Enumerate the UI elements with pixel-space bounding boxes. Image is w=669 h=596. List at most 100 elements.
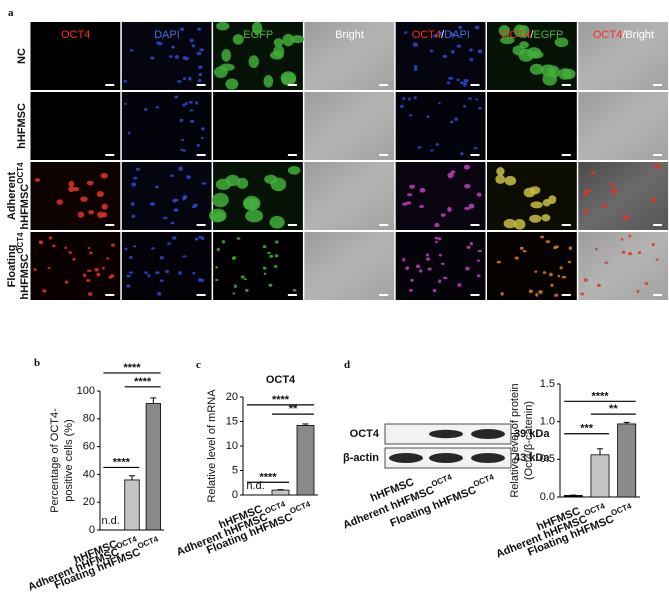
y-tick-label: 20 xyxy=(226,391,238,403)
cell-spot xyxy=(513,24,526,38)
cell-spot xyxy=(469,48,473,52)
cell-spot xyxy=(155,271,160,275)
cell-spot xyxy=(419,187,426,193)
cell-spot xyxy=(128,255,133,260)
cell-spot xyxy=(180,148,184,152)
cell-spot xyxy=(478,107,482,110)
cell-spot xyxy=(274,254,279,258)
cell-spot xyxy=(96,272,101,277)
cell-spot xyxy=(400,104,404,108)
cell-spot xyxy=(269,215,285,229)
blot-lane-label-sup: OCT4 xyxy=(430,472,454,489)
x-tick-label-sup: OCT4 xyxy=(583,501,607,518)
cell-spot xyxy=(628,251,633,256)
cell-spot xyxy=(469,57,474,62)
micrograph xyxy=(121,92,212,160)
micrograph xyxy=(30,92,121,160)
cell-spot xyxy=(197,78,202,83)
cell-spot xyxy=(123,102,128,105)
x-tick-label-sup: OCT4 xyxy=(136,534,160,551)
cell-spot xyxy=(513,219,526,230)
y-tick-label: 0.5 xyxy=(540,453,555,465)
column-label: OCT4/Bright xyxy=(593,29,654,41)
cell-spot xyxy=(273,265,278,269)
column-label-part: DAPI xyxy=(154,29,180,41)
micrograph xyxy=(30,232,121,300)
y-tick-label: 5 xyxy=(232,464,238,476)
cell-spot xyxy=(219,63,235,71)
micrograph xyxy=(121,232,212,300)
cell-spot xyxy=(130,202,135,206)
cell-spot xyxy=(583,208,589,214)
cell-spot xyxy=(188,100,193,104)
cell-spot xyxy=(644,282,649,285)
y-axis-label: (Oct4/β-catenin) xyxy=(523,401,535,480)
cell-spot xyxy=(413,96,417,100)
cell-spot xyxy=(124,247,128,251)
cell-spot xyxy=(651,242,655,247)
cell-spot xyxy=(221,240,226,244)
cell-spot xyxy=(596,283,601,288)
cell-spot xyxy=(460,152,464,156)
row-label: hHFMSCOCT4 xyxy=(16,232,31,300)
cell-spot xyxy=(623,214,630,221)
cell-spot xyxy=(86,180,94,186)
blot-size-label: 43 kDa xyxy=(514,452,550,464)
cell-spot xyxy=(465,266,470,271)
micrograph xyxy=(304,162,395,230)
cell-spot xyxy=(275,240,279,244)
cell-spot xyxy=(528,289,533,294)
cell-spot xyxy=(542,271,547,275)
significance-label: **** xyxy=(272,394,290,406)
cell-spot xyxy=(64,280,69,284)
cell-spot xyxy=(463,164,471,170)
cell-spot xyxy=(426,115,430,119)
x-tick-label-sup: OCT4 xyxy=(610,501,634,518)
cell-spot xyxy=(184,56,189,61)
cell-spot xyxy=(101,212,108,218)
cell-spot xyxy=(262,245,267,249)
cell-spot xyxy=(42,289,47,293)
cell-spot xyxy=(89,251,93,255)
cell-spot xyxy=(197,27,202,31)
cell-spot xyxy=(438,253,442,257)
cell-spot xyxy=(504,175,517,186)
cell-spot xyxy=(184,102,188,106)
cell-spot xyxy=(437,237,442,241)
cell-spot xyxy=(215,278,219,282)
cell-spot xyxy=(418,205,425,209)
cell-spot xyxy=(464,206,471,210)
column-label: EGFP xyxy=(243,29,273,41)
cell-spot xyxy=(178,271,182,275)
cell-spot xyxy=(417,146,422,149)
scale-bar xyxy=(653,294,663,296)
significance-label: **** xyxy=(259,471,277,483)
cell-spot xyxy=(262,266,267,270)
cell-spot xyxy=(500,36,515,45)
cell-spot xyxy=(554,293,559,297)
cell-spot xyxy=(464,184,471,189)
cell-spot xyxy=(474,25,480,30)
cell-spot xyxy=(418,269,423,273)
y-tick-label: 0 xyxy=(89,524,95,536)
cell-spot xyxy=(545,240,551,244)
cell-spot xyxy=(412,42,418,47)
micrograph xyxy=(487,232,577,300)
cell-spot xyxy=(165,270,170,274)
cell-spot xyxy=(126,284,131,288)
cell-spot xyxy=(47,266,51,269)
cell-spot xyxy=(172,236,177,240)
cell-spot xyxy=(159,256,165,260)
cell-spot xyxy=(463,79,469,83)
cell-spot xyxy=(215,265,218,269)
cell-spot xyxy=(111,243,115,247)
cell-spot xyxy=(498,25,510,37)
cell-spot xyxy=(171,45,175,49)
micrograph xyxy=(578,92,669,160)
cell-spot xyxy=(129,49,134,52)
cell-spot xyxy=(637,251,642,255)
cell-spot xyxy=(159,279,164,282)
cell-spot xyxy=(282,33,295,47)
cell-spot xyxy=(463,82,467,87)
